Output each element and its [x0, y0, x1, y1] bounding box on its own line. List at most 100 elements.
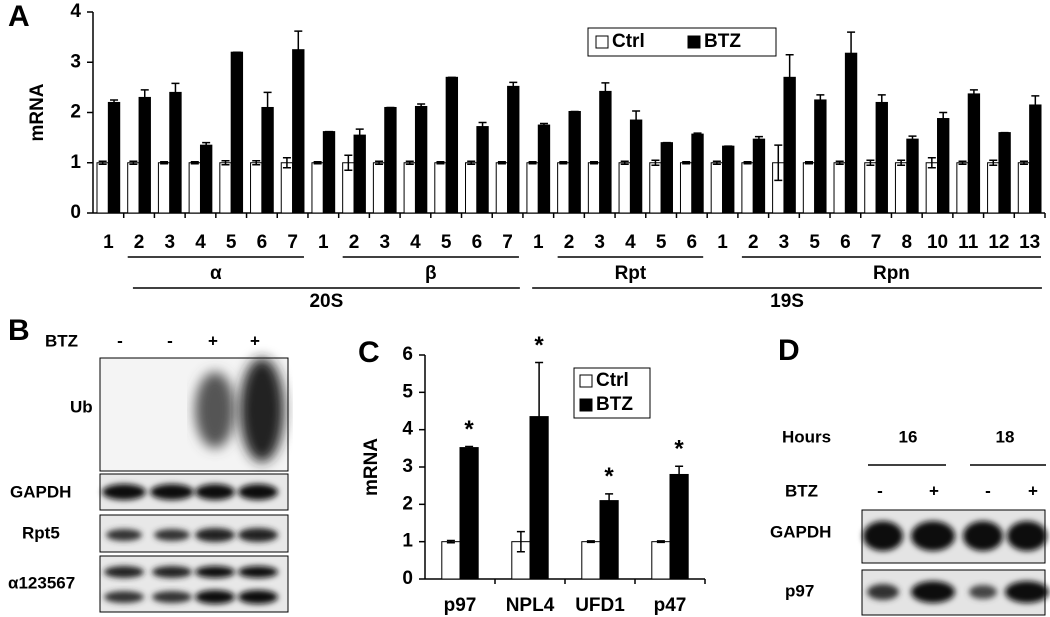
blot-band	[1007, 521, 1047, 551]
error-bar	[656, 540, 665, 544]
bar	[660, 142, 673, 214]
y-tick-label: 0	[402, 568, 413, 589]
bar	[1029, 104, 1042, 214]
blot-band	[969, 585, 997, 599]
supergroup-label: 20S	[309, 291, 343, 312]
bar	[441, 541, 461, 580]
bar	[987, 162, 1000, 214]
lane-label: -	[167, 331, 173, 350]
error-bar	[535, 361, 544, 472]
x-tick-label: 3	[164, 232, 175, 253]
x-tick-label: 3	[779, 232, 790, 253]
bar	[261, 106, 274, 214]
bar	[169, 91, 182, 214]
y-tick-label: 3	[402, 456, 413, 477]
bar	[691, 133, 704, 214]
error-bar	[1019, 160, 1028, 166]
error-bar	[847, 31, 856, 76]
row-label: GAPDH	[10, 482, 71, 501]
bar	[722, 145, 735, 214]
x-tick-label: 2	[748, 232, 759, 253]
error-bar	[509, 81, 518, 92]
bar	[741, 162, 754, 214]
treatment-label: BTZ	[45, 331, 78, 350]
bar	[599, 500, 619, 580]
panel-label: D	[778, 334, 800, 367]
bar	[599, 90, 612, 214]
bar	[280, 162, 294, 214]
error-bar	[651, 159, 660, 167]
legend-swatch	[579, 398, 593, 412]
bar	[906, 138, 919, 214]
error-bar	[516, 530, 525, 553]
y-tick-label: 4	[402, 419, 413, 440]
blot-band	[963, 521, 1003, 551]
lane-label: +	[1028, 481, 1038, 500]
bar	[925, 162, 939, 214]
error-bar	[835, 160, 844, 166]
bar	[476, 126, 489, 214]
x-tick-label: 2	[564, 232, 575, 253]
error-bar	[586, 540, 595, 544]
bar	[250, 162, 263, 214]
blot-band	[238, 484, 278, 500]
error-bar	[559, 160, 568, 165]
bar	[157, 162, 171, 214]
bar	[814, 99, 827, 214]
bar	[372, 162, 386, 214]
error-bar	[785, 53, 794, 101]
x-tick-label: 2	[134, 232, 145, 253]
y-tick-label: 2	[70, 102, 81, 123]
error-bar	[693, 132, 702, 136]
x-tick-label: 4	[195, 232, 206, 253]
blot-band	[238, 528, 278, 542]
row-label: GAPDH	[770, 522, 831, 541]
treatment-label: BTZ	[785, 481, 818, 500]
error-bar	[344, 154, 353, 172]
bar	[138, 96, 151, 214]
bar	[802, 162, 816, 214]
bar	[495, 162, 509, 214]
x-tick-label: 6	[472, 232, 483, 253]
bar	[581, 541, 601, 580]
bar	[311, 162, 324, 214]
y-axis-label: mRNA	[361, 438, 382, 496]
error-bar	[927, 156, 936, 169]
blot-band	[195, 528, 235, 542]
row-label: Ub	[70, 397, 93, 416]
x-tick-label: 4	[625, 232, 636, 253]
legend-label: Ctrl	[596, 370, 629, 391]
x-tick-label: 12	[988, 232, 1009, 253]
legend-swatch	[687, 35, 701, 49]
blot-band	[238, 566, 278, 578]
error-bar	[866, 159, 875, 167]
error-bar	[897, 159, 906, 167]
blot-b: BTZ - - + + Ub GAPDH Rpt5 α123567	[8, 331, 289, 613]
bar	[844, 52, 858, 214]
bar	[710, 162, 724, 214]
error-bar	[160, 160, 169, 165]
bar	[445, 76, 459, 214]
error-bar	[969, 89, 978, 99]
bar	[384, 106, 397, 214]
lane-label: -	[877, 481, 883, 500]
y-tick-label: 4	[70, 1, 81, 22]
bar	[414, 105, 428, 214]
legend-swatch	[579, 374, 593, 388]
bar	[199, 144, 213, 214]
y-tick-label: 2	[402, 493, 413, 514]
blot-band	[195, 590, 235, 604]
bar	[568, 110, 581, 214]
x-tick-label: 6	[687, 232, 698, 253]
error-bar	[171, 82, 180, 103]
error-bar	[620, 160, 629, 166]
bar	[669, 473, 689, 580]
x-tick-label: 1	[103, 232, 114, 253]
lane-label: +	[208, 331, 218, 350]
significance-marker: *	[604, 463, 614, 490]
bar	[459, 447, 479, 580]
error-bar	[989, 159, 998, 167]
blot-d: Hours 16 18 BTZ - + - + GAPDH p97	[770, 427, 1049, 616]
x-tick-label: p97	[444, 595, 477, 616]
